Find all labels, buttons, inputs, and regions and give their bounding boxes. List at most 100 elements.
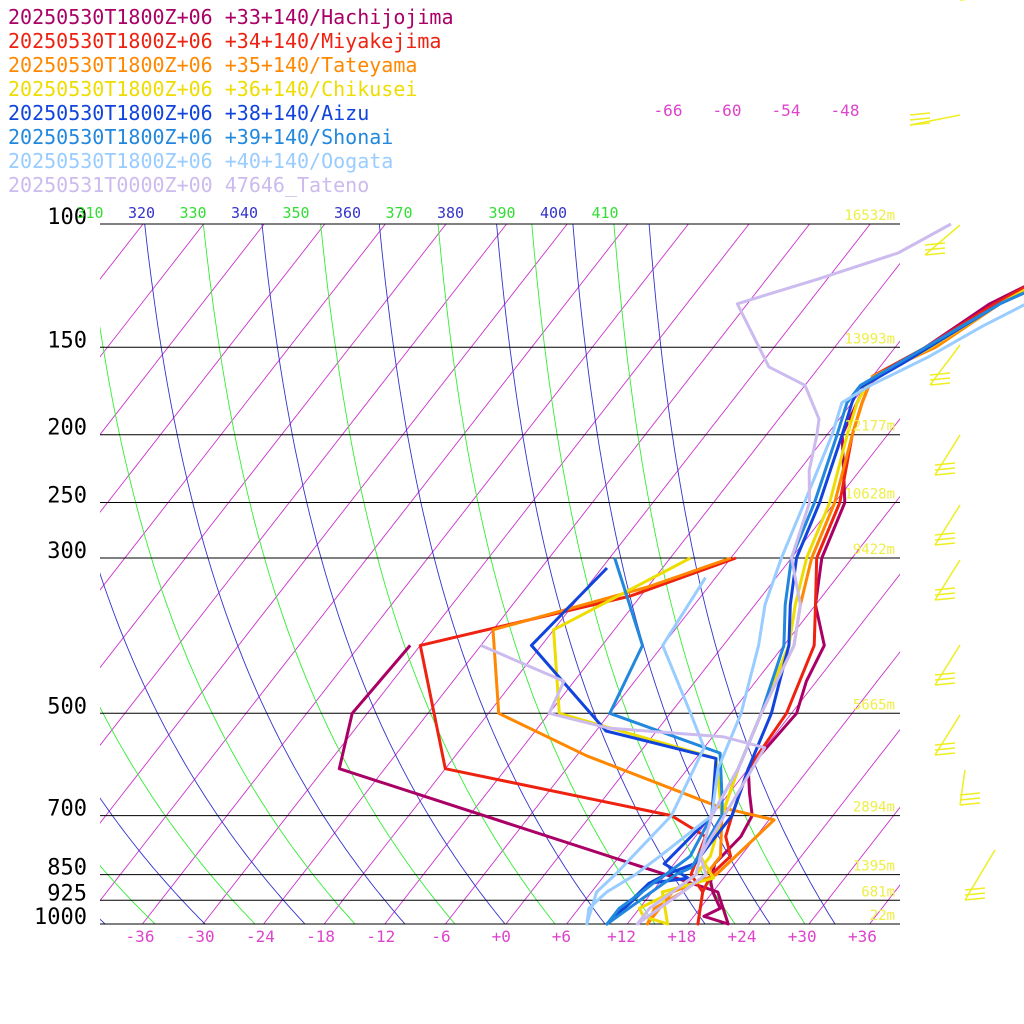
height-label: 681m xyxy=(861,884,895,900)
theta-e-label: 330 xyxy=(179,204,206,222)
wind-barb-flag xyxy=(934,677,956,681)
legend-entry: 20250530T1800Z+06 +33+140/Hachijojima xyxy=(8,5,454,29)
wind-barb-flag xyxy=(934,592,956,596)
isotherm-line xyxy=(991,224,1024,924)
wind-barb-flag xyxy=(959,802,981,806)
isotherm-line xyxy=(0,224,22,924)
isotherm-label: -54 xyxy=(772,101,801,120)
wind-barb xyxy=(934,504,961,546)
isotherm-line xyxy=(263,224,810,924)
height-label: 16532m xyxy=(844,208,895,224)
theta-e-label: 410 xyxy=(591,204,618,222)
temperature-tick-label: +6 xyxy=(552,927,571,946)
wind-barb xyxy=(909,114,961,126)
sounding-line xyxy=(585,303,1024,926)
temperature-tick-label: +36 xyxy=(848,927,877,946)
wind-barb-flag xyxy=(924,252,946,256)
isotherm-line xyxy=(100,224,386,591)
wind-barb-flag xyxy=(909,112,931,116)
pressure-label: 700 xyxy=(47,797,87,822)
isotherm-grid xyxy=(0,224,1024,924)
isotherm-line xyxy=(142,224,689,924)
theta-e-line xyxy=(0,224,5,924)
theta-e-label: 400 xyxy=(540,204,567,222)
theta-e-label: 390 xyxy=(488,204,515,222)
wind-barb-flag xyxy=(934,532,956,536)
height-label: 22m xyxy=(870,908,895,924)
temperature-tick-label: -30 xyxy=(186,927,215,946)
temperature-tick-label: +18 xyxy=(667,927,696,946)
height-label: 12177m xyxy=(844,419,895,435)
isotherm-line xyxy=(100,224,447,669)
isotherm-line xyxy=(202,224,750,924)
isotherm-line xyxy=(687,651,900,924)
sounding-line xyxy=(480,222,952,926)
wind-barb-flag xyxy=(924,242,946,246)
wind-barb-flag xyxy=(934,682,956,686)
theta-e-label: 340 xyxy=(231,204,258,222)
isotherm-line xyxy=(566,495,900,924)
temperature-tick-label: -6 xyxy=(431,927,450,946)
theta-e-line xyxy=(320,224,556,924)
sounding-line xyxy=(337,285,1024,926)
height-label: 9422m xyxy=(853,542,895,558)
isotherm-line xyxy=(445,340,900,924)
sounding-series xyxy=(337,222,1024,926)
wind-barb-flag xyxy=(934,542,956,546)
wind-barb-flag xyxy=(934,752,956,756)
theta-e-label: 360 xyxy=(334,204,361,222)
wind-barb-flag xyxy=(934,467,956,471)
isotherm-line xyxy=(505,418,900,924)
theta-e-label: 350 xyxy=(282,204,309,222)
pressure-label: 300 xyxy=(47,539,87,564)
height-label: 2894m xyxy=(853,800,895,816)
temperature-tick-label: -12 xyxy=(366,927,395,946)
sounding-line xyxy=(529,291,1024,926)
isotherm-line xyxy=(100,224,265,436)
pressure-label: 150 xyxy=(47,328,87,353)
height-label: 13993m xyxy=(844,331,895,347)
theta-e-label: 380 xyxy=(437,204,464,222)
wind-barb-flag xyxy=(929,372,951,376)
isotherm-line xyxy=(100,224,568,824)
theta-e-line xyxy=(261,224,506,924)
temperature-tick-label: -36 xyxy=(126,927,155,946)
legend-entry: 20250531T0000Z+00 47646_Tateno xyxy=(8,173,369,197)
pressure-label: 200 xyxy=(47,416,87,441)
wind-barb xyxy=(934,714,961,756)
pressure-label: 925 xyxy=(47,881,87,906)
pressure-label: 850 xyxy=(47,856,87,881)
isotherm-line xyxy=(100,224,204,358)
isotherm-line xyxy=(808,806,900,924)
wind-barb-flag xyxy=(964,887,986,891)
wind-barbs xyxy=(909,0,996,901)
isotherm-line xyxy=(869,884,900,924)
theta-e-label: 310 xyxy=(76,204,103,222)
height-label: 1395m xyxy=(853,859,895,875)
theta-e-line xyxy=(437,224,656,924)
isotherm-line xyxy=(100,224,326,513)
height-label: 5665m xyxy=(853,697,895,713)
wind-barb-flag xyxy=(909,122,931,126)
wind-barb-flag xyxy=(934,462,956,466)
isotherm-line xyxy=(100,224,629,902)
legend-entry: 20250530T1800Z+06 +36+140/Chikusei xyxy=(8,77,417,101)
wind-barb-flag xyxy=(909,117,931,121)
wind-barb xyxy=(934,644,961,686)
wind-barb-flag xyxy=(964,892,986,896)
isotherm-line xyxy=(100,224,507,747)
legend-entry: 20250530T1800Z+06 +39+140/Shonai xyxy=(8,125,393,149)
isotherm-label: -48 xyxy=(831,101,860,120)
legend: 20250530T1800Z+06 +33+140/Hachijojima 202… xyxy=(8,5,454,197)
wind-barb-flag xyxy=(959,797,981,801)
isotherm-line xyxy=(748,728,900,924)
theta-e-label: 370 xyxy=(385,204,412,222)
theta-e-line xyxy=(531,224,736,924)
wind-barb-flag xyxy=(934,747,956,751)
wind-barb-flag xyxy=(964,897,986,901)
wind-barb-flag xyxy=(934,537,956,541)
legend-entry: 20250530T1800Z+06 +35+140/Tateyama xyxy=(8,53,417,77)
height-label: 10628m xyxy=(844,487,895,503)
wind-barb-flag xyxy=(934,672,956,676)
